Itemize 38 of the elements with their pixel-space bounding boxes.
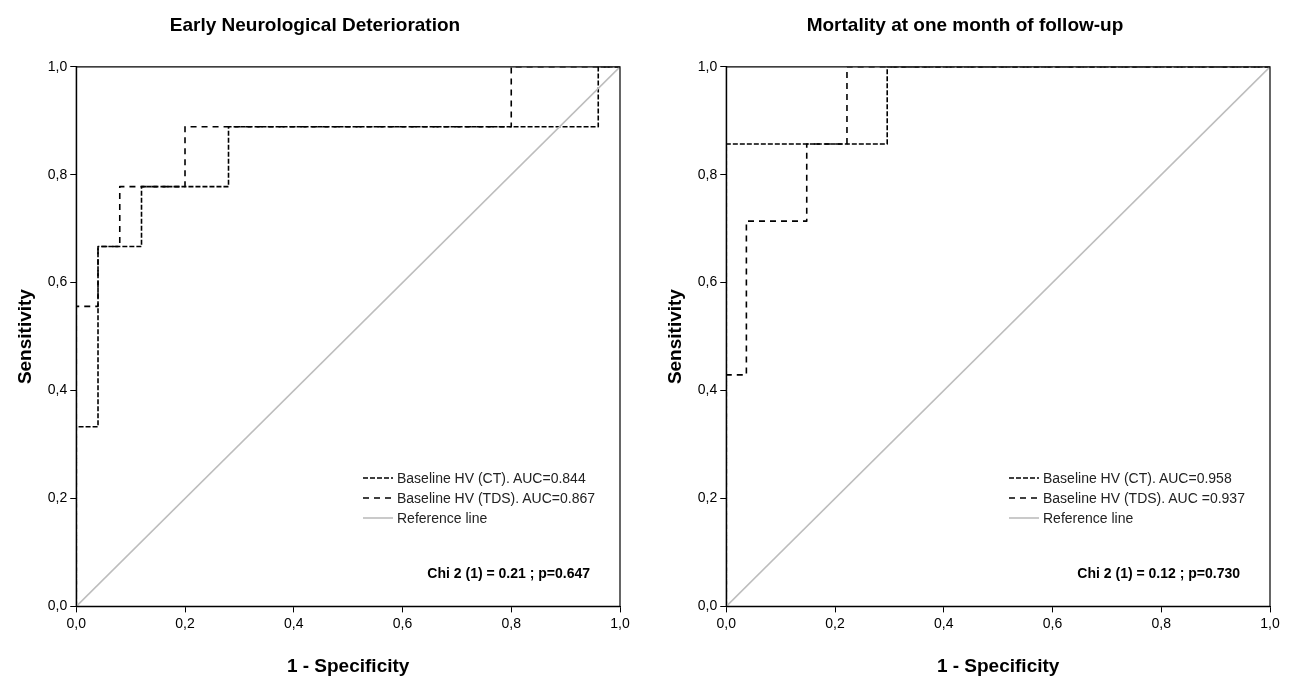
y-tick-label: 0,2 [47, 489, 68, 506]
y-tick-label: 0,4 [47, 381, 68, 398]
x-tick-label: 0,8 [501, 614, 522, 631]
x-tick-label: 1,0 [1260, 614, 1280, 631]
x-tick-label: 0,4 [284, 614, 304, 631]
y-tick-label: 0,0 [47, 597, 68, 614]
y-tick-label: 0,6 [697, 273, 718, 290]
y-tick-label: 0,2 [697, 489, 718, 506]
y-tick-label: 1,0 [697, 57, 718, 74]
legend-label: Reference line [397, 509, 488, 529]
x-tick-label: 0,8 [1151, 614, 1172, 631]
x-tick-label: 0,2 [175, 614, 195, 631]
x-axis-title: 1 - Specificity [936, 654, 1060, 676]
x-axis-title: 1 - Specificity [286, 654, 410, 676]
legend-label: Baseline HV (CT). AUC=0.844 [397, 469, 586, 489]
x-tick-label: 1,0 [610, 614, 630, 631]
chart-title: Early Neurological Deterioration [169, 13, 461, 35]
annotation: Chi 2 (1) = 0.12 ; p=0.730 [1077, 565, 1241, 582]
y-tick-label: 0,4 [697, 381, 718, 398]
x-tick-label: 0,2 [825, 614, 845, 631]
x-tick-label: 0,0 [66, 614, 87, 631]
legend-label: Reference line [1043, 509, 1134, 529]
legend-label: Baseline HV (TDS). AUC=0.867 [397, 489, 596, 509]
x-tick-label: 0,0 [716, 614, 737, 631]
x-tick-label: 0,6 [1042, 614, 1063, 631]
y-tick-label: 1,0 [47, 57, 68, 74]
x-tick-label: 0,4 [934, 614, 954, 631]
chart-title: Mortality at one month of follow-up [806, 13, 1124, 35]
legend-label: Baseline HV (CT). AUC=0.958 [1043, 469, 1232, 489]
x-tick-label: 0,6 [392, 614, 413, 631]
legend-label: Baseline HV (TDS). AUC =0.937 [1043, 489, 1245, 509]
y-tick-label: 0,0 [697, 597, 718, 614]
y-tick-label: 0,8 [697, 165, 718, 182]
y-axis-title: Sensitivity [13, 288, 35, 385]
y-axis-title: Sensitivity [663, 288, 685, 385]
y-tick-label: 0,6 [47, 273, 68, 290]
annotation: Chi 2 (1) = 0.21 ; p=0.647 [427, 565, 591, 582]
y-tick-label: 0,8 [47, 165, 68, 182]
